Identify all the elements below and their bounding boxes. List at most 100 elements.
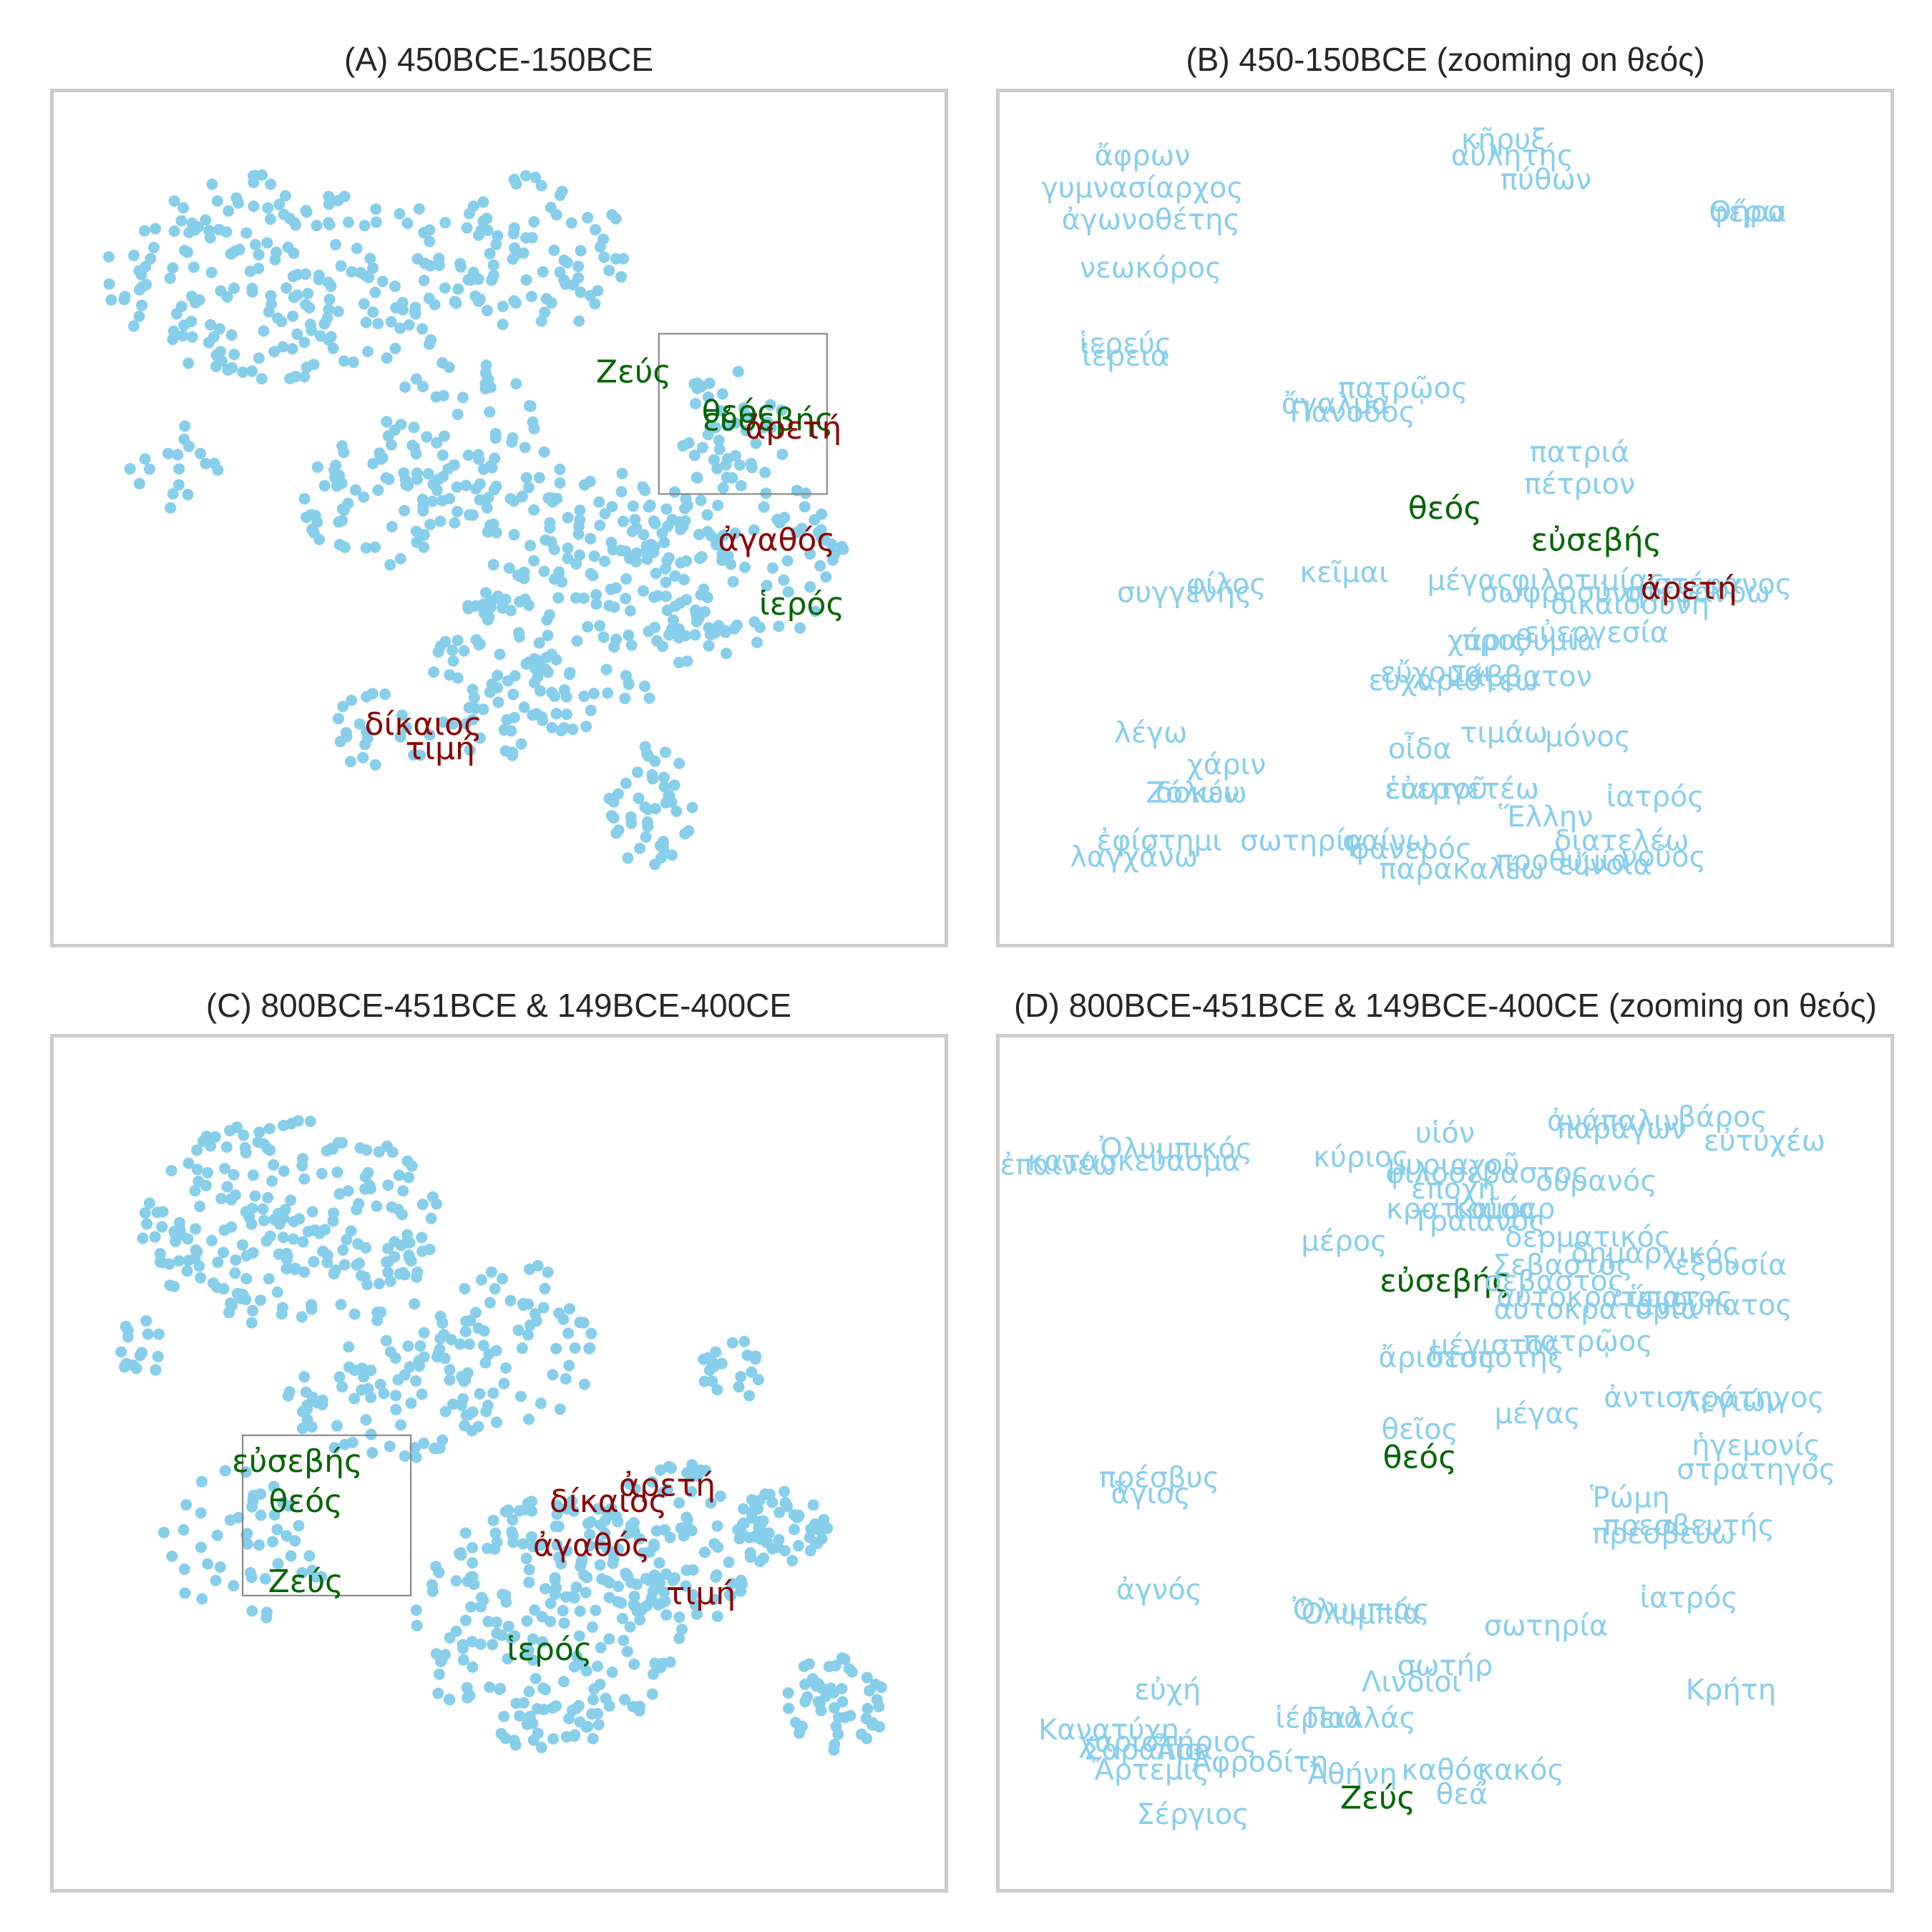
scatter-point [650,635,663,647]
scatter-point [746,1493,758,1506]
scatter-point [245,1571,258,1584]
scatter-point [179,245,191,257]
scatter-point [313,269,325,281]
word-label: πρεσβευτής [1603,1510,1775,1543]
scatter-point [743,1390,756,1402]
word-label: διατελέω [1554,825,1689,858]
scatter-point [479,587,492,599]
scatter-point [444,1631,456,1644]
scatter-point [356,1362,369,1375]
scatter-point [358,298,370,310]
scatter-point [670,805,683,817]
scatter-point [431,436,443,449]
scatter-point [290,371,302,383]
scatter-point [226,362,238,374]
scatter-point [248,170,260,182]
scatter-point [168,225,180,238]
scatter-point [484,1297,496,1309]
scatter-point [603,264,615,276]
scatter-point [681,1467,693,1479]
scatter-point [150,1364,162,1376]
scatter-point [660,590,672,602]
scatter-point [411,1266,424,1278]
panel-c-title: (C) 800BCE-451BCE & 149BCE-400CE [205,987,792,1024]
scatter-point [409,308,421,320]
scatter-point [773,620,785,633]
scatter-point [384,1346,396,1358]
word-label: Ζόλων [1146,776,1239,809]
scatter-point [218,1246,230,1259]
scatter-point [200,457,212,469]
scatter-point [433,1347,445,1359]
scatter-point [306,1391,318,1403]
scatter-point [410,1375,422,1387]
scatter-point [394,208,406,220]
scatter-point [523,1263,535,1275]
scatter-point [525,1531,537,1543]
scatter-point [268,346,280,358]
scatter-point [424,728,436,741]
scatter-point [590,224,602,236]
scatter-point [613,824,625,836]
scatter-point [828,1744,840,1756]
scatter-point [592,285,604,297]
scatter-point [680,1580,692,1592]
scatter-point [709,421,721,434]
scatter-point [488,484,500,496]
scatter-point [258,325,270,337]
scatter-point [658,842,670,854]
scatter-point [361,726,373,738]
highlight-word-label: ἀρετή [1641,570,1737,607]
scatter-point [384,559,396,571]
scatter-point [496,1629,508,1641]
word-label: λέγω [1114,716,1187,749]
scatter-point [436,1434,449,1446]
scatter-point [172,1255,185,1267]
scatter-point [290,219,302,231]
scatter-point [385,316,397,328]
scatter-point [673,656,685,668]
scatter-point [167,326,180,338]
scatter-point [786,1555,799,1567]
scatter-point [253,352,265,364]
scatter-point [689,604,701,616]
word-label: Ὀλυμπιάς [1292,1594,1430,1626]
scatter-point [551,492,563,504]
scatter-point [502,1620,514,1632]
scatter-point [574,504,586,517]
scatter-point [452,505,464,517]
word-label: οὐρανός [1536,1165,1657,1198]
scatter-point [691,472,703,484]
scatter-point [306,524,318,536]
highlight-label-4: ἀρετή [619,1468,716,1504]
scatter-point [623,629,635,641]
scatter-point [103,278,115,290]
scatter-point [237,366,249,378]
scatter-point [653,1557,665,1569]
scatter-point [642,804,654,816]
scatter-point [429,298,441,311]
scatter-point [825,538,837,550]
scatter-point [418,1327,430,1339]
scatter-point [457,1393,469,1405]
scatter-point [196,1593,208,1605]
scatter-point [669,600,681,613]
scatter-point [405,1397,417,1409]
word-label: δικαιοσύνη [1551,588,1709,621]
scatter-point [489,1527,502,1539]
scatter-point [711,1384,723,1396]
word-label: Τραϊανός [1411,1205,1545,1238]
scatter-point [371,1307,384,1319]
scatter-point [503,562,515,574]
scatter-point [597,631,610,643]
scatter-point [520,232,532,244]
scatter-point [668,486,680,498]
scatter-point [580,1665,592,1677]
scatter-point [864,1684,876,1697]
scatter-point [466,1636,478,1648]
word-label: κρατισμός [1386,1193,1538,1226]
scatter-point [455,1546,467,1558]
scatter-point [660,1568,672,1580]
scatter-point [716,388,728,400]
scatter-point [487,1639,499,1651]
